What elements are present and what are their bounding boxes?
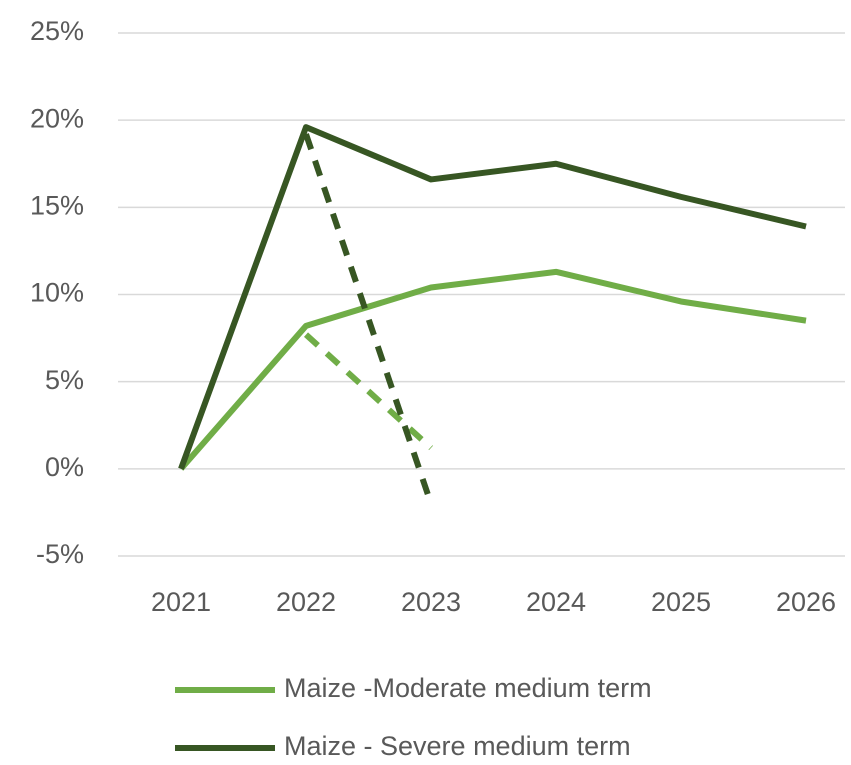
y-tick-label: 0% xyxy=(45,452,84,482)
y-tick-label: 5% xyxy=(45,365,84,395)
legend-label: Maize - Severe medium term xyxy=(284,731,631,761)
x-tick-label: 2021 xyxy=(151,587,211,617)
x-tick-label: 2026 xyxy=(776,587,836,617)
x-tick-label: 2023 xyxy=(401,587,461,617)
y-tick-label: 10% xyxy=(30,278,84,308)
y-tick-label: 25% xyxy=(30,16,84,46)
y-tick-label: 15% xyxy=(30,190,84,220)
series-line xyxy=(178,268,807,471)
series-line xyxy=(178,124,807,470)
y-tick-label: -5% xyxy=(36,539,84,569)
x-tick-label: 2024 xyxy=(526,587,586,617)
legend-label: Maize -Moderate medium term xyxy=(284,673,652,703)
dashed-line xyxy=(303,133,434,505)
y-tick-label: 20% xyxy=(30,103,84,133)
x-tick-label: 2022 xyxy=(276,587,336,617)
x-tick-label: 2025 xyxy=(651,587,711,617)
dashed-line xyxy=(303,332,434,451)
